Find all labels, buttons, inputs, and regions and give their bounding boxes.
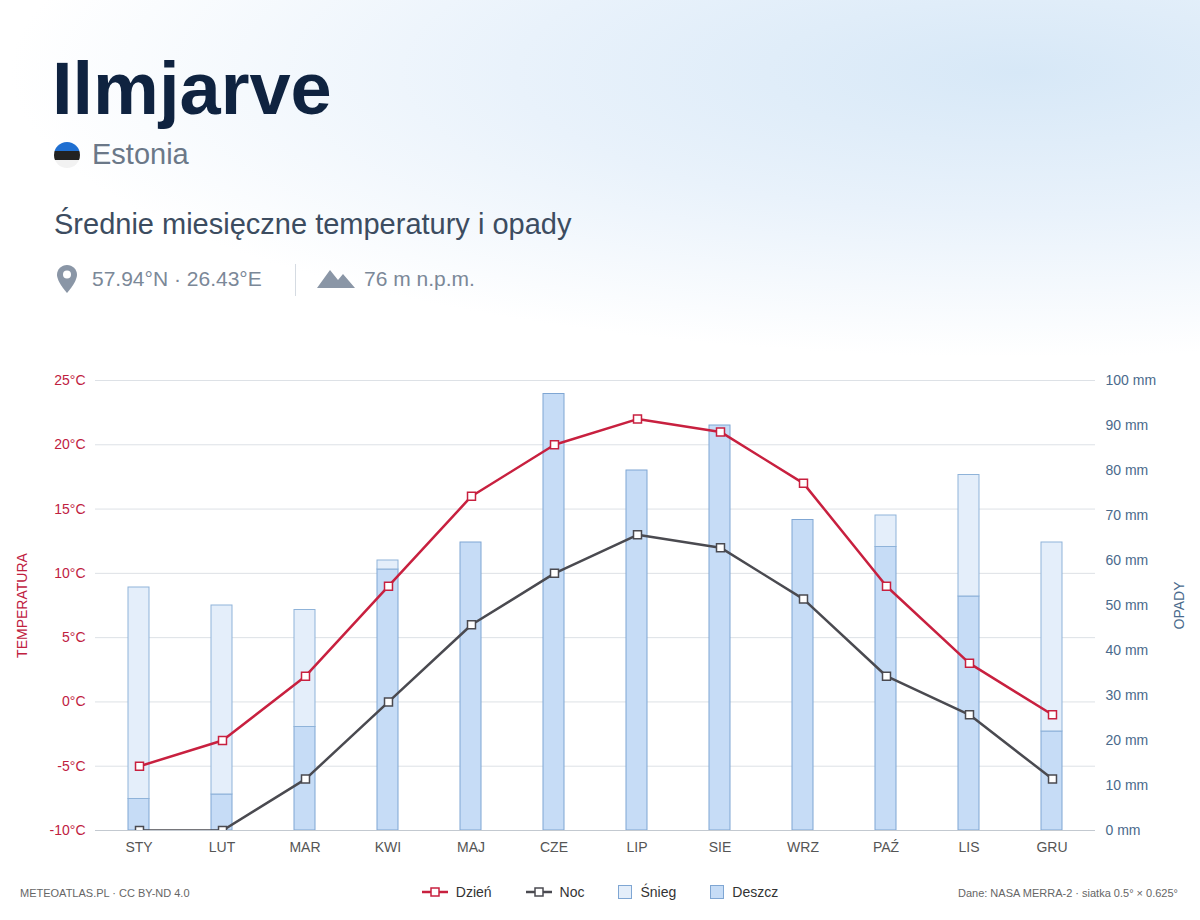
svg-text:-10°C: -10°C — [50, 822, 86, 838]
html-text:Noc: Noc — [559, 884, 585, 900]
svg-text:MAJ: MAJ — [457, 839, 485, 855]
svg-text:60 mm: 60 mm — [1106, 552, 1149, 568]
svg-text:30 mm: 30 mm — [1106, 687, 1149, 703]
svg-text:TEMPERATURA: TEMPERATURA — [14, 552, 30, 657]
svg-text:PAŹ: PAŹ — [873, 839, 900, 855]
html-text:Średnie miesięczne temperatury: Średnie miesięczne temperatury i opady — [54, 208, 572, 240]
html-text:Ilmjarve: Ilmjarve — [52, 47, 332, 130]
svg-text:MAR: MAR — [289, 839, 320, 855]
svg-text:SIE: SIE — [709, 839, 732, 855]
html-text:Dzień: Dzień — [455, 884, 492, 900]
svg-text:20 mm: 20 mm — [1106, 732, 1149, 748]
svg-text:GRU: GRU — [1036, 839, 1067, 855]
html-text:Dane: NASA MERRA-2 · siatka 0.: Dane: NASA MERRA-2 · siatka 0.5° × 0.625… — [958, 887, 1178, 899]
svg-text:OPADY: OPADY — [1171, 581, 1187, 630]
svg-text:5°C: 5°C — [62, 629, 86, 645]
html-text:METEOATLAS.PL · CC BY-ND 4.0: METEOATLAS.PL · CC BY-ND 4.0 — [20, 887, 190, 899]
svg-text:0 mm: 0 mm — [1106, 822, 1141, 838]
svg-text:15°C: 15°C — [54, 501, 85, 517]
html-text:76 m n.p.m.: 76 m n.p.m. — [364, 267, 475, 290]
svg-text:LUT: LUT — [209, 839, 236, 855]
svg-text:20°C: 20°C — [54, 436, 85, 452]
svg-text:LIP: LIP — [626, 839, 647, 855]
svg-text:STY: STY — [125, 839, 153, 855]
html-text:Śnieg: Śnieg — [640, 884, 677, 900]
svg-text:70 mm: 70 mm — [1106, 507, 1149, 523]
svg-text:-5°C: -5°C — [57, 758, 85, 774]
html-text:57.94°N · 26.43°E: 57.94°N · 26.43°E — [92, 267, 262, 290]
svg-text:25°C: 25°C — [54, 372, 85, 388]
svg-text:50 mm: 50 mm — [1106, 597, 1149, 613]
svg-text:90 mm: 90 mm — [1106, 417, 1149, 433]
html-text:Estonia: Estonia — [92, 138, 189, 170]
svg-text:KWI: KWI — [375, 839, 401, 855]
svg-text:10 mm: 10 mm — [1106, 777, 1149, 793]
svg-text:40 mm: 40 mm — [1106, 642, 1149, 658]
svg-text:CZE: CZE — [540, 839, 568, 855]
svg-text:100 mm: 100 mm — [1106, 372, 1157, 388]
svg-text:LIS: LIS — [958, 839, 979, 855]
svg-text:80 mm: 80 mm — [1106, 462, 1149, 478]
svg-text:WRZ: WRZ — [787, 839, 819, 855]
html-text:Deszcz: Deszcz — [732, 884, 779, 900]
svg-text:10°C: 10°C — [54, 565, 85, 581]
svg-text:0°C: 0°C — [62, 693, 86, 709]
